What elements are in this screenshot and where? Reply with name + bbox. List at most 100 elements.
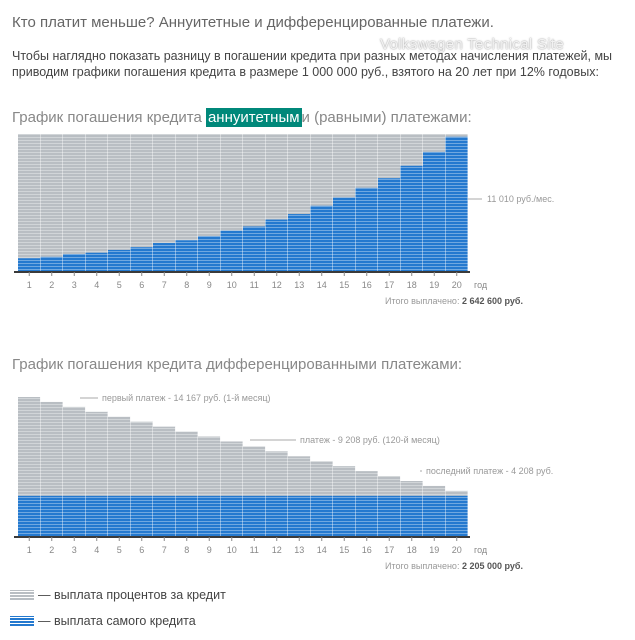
annuity-interest-bar (378, 134, 401, 179)
diff-interest-bar (378, 476, 401, 496)
annuity-tick-label: 11 (250, 280, 259, 290)
annuity-tick-label: 6 (139, 280, 144, 290)
annuity-principal-bar (243, 226, 266, 272)
annuity-annotation: 11 010 руб./мес. (487, 194, 554, 204)
diff-total-label: Итого выплачено: (385, 561, 460, 571)
annuity-interest-bar (400, 134, 423, 166)
diff-principal-bar (378, 495, 401, 537)
annuity-principal-bar (85, 252, 108, 272)
annuity-tick-label: 5 (117, 280, 122, 290)
diff-interest-bar (243, 446, 266, 496)
diff-annotation: платеж - 9 208 руб. (120-й месяц) (300, 435, 440, 445)
diff-interest-bar (63, 406, 86, 496)
diff-principal-bar (423, 495, 446, 537)
diff-total: Итого выплачено: 2 205 000 руб. (385, 561, 523, 571)
annuity-tick-label: 8 (184, 280, 189, 290)
legend-interest: — выплата процентов за кредит (10, 588, 226, 602)
diff-principal-bar (333, 495, 356, 537)
annuity-interest-bar (445, 134, 468, 137)
annuity-principal-bar (130, 247, 153, 272)
diff-principal-bar (288, 495, 311, 537)
diff-tick-label: 12 (272, 545, 282, 555)
diff-interest-bar (153, 426, 176, 496)
annuity-interest-bar (130, 134, 153, 248)
principal-swatch (10, 616, 34, 626)
annuity-x-unit: год (474, 280, 488, 290)
diff-tick-label: 17 (384, 545, 394, 555)
diff-interest-bar (423, 485, 446, 496)
annuity-interest-bar (175, 134, 198, 241)
diff-tick-label: 10 (227, 545, 237, 555)
annuity-interest-bar (243, 134, 266, 227)
annuity-tick-label: 10 (227, 280, 237, 290)
annuity-title-suffix: и (равными) платежами: (301, 109, 472, 126)
diff-interest-bar (220, 441, 243, 496)
annuity-interest-bar (310, 134, 333, 206)
diff-total-value: 2 205 000 руб. (461, 561, 523, 571)
annuity-interest-bar (333, 134, 356, 198)
annuity-tick-label: 13 (294, 280, 304, 290)
annuity-tick-label: 7 (162, 280, 167, 290)
annuity-interest-bar (220, 134, 243, 231)
watermark: Volkswagen Technical Site (380, 36, 564, 53)
diff-principal-bar (445, 495, 468, 537)
page-title: Кто платит меньше? Аннуитетные и диффере… (12, 14, 494, 31)
annuity-tick-label: 14 (317, 280, 327, 290)
annuity-principal-bar (445, 136, 468, 272)
annuity-tick-label: 18 (407, 280, 417, 290)
intro-text: Чтобы наглядно показать разницу в погаше… (12, 49, 613, 79)
annuity-interest-bar (85, 134, 108, 253)
legend-principal-label: — выплата самого кредита (38, 614, 196, 628)
annuity-tick-label: 4 (94, 280, 99, 290)
annuity-principal-bar (400, 165, 423, 272)
diff-tick-label: 2 (49, 545, 54, 555)
annuity-principal-bar (63, 254, 86, 272)
annuity-tick-label: 20 (452, 280, 462, 290)
annuity-tick-label: 3 (72, 280, 77, 290)
diff-principal-bar (265, 495, 288, 537)
diff-interest-bar (400, 480, 423, 496)
diff-tick-label: 5 (117, 545, 122, 555)
diff-principal-bar (243, 495, 266, 537)
annuity-title-prefix: График погашения кредита (12, 109, 206, 126)
diff-interest-bar (265, 451, 288, 496)
annuity-principal-bar (18, 258, 41, 272)
annuity-total-value: 2 642 600 руб. (461, 296, 523, 306)
annuity-principal-bar (40, 256, 63, 272)
annuity-tick-label: 1 (27, 280, 32, 290)
diff-interest-bar (288, 456, 311, 496)
diff-annotation: последний платеж - 4 208 руб. (426, 466, 553, 476)
diff-principal-bar (220, 495, 243, 537)
diff-interest-bar (18, 397, 41, 496)
diff-principal-bar (130, 495, 153, 537)
annuity-principal-bar (423, 151, 446, 272)
annuity-principal-bar (333, 197, 356, 272)
diff-principal-bar (153, 495, 176, 537)
annuity-chart-title: График погашения кредита аннуитетным и (р… (12, 108, 472, 127)
diff-tick-label: 15 (339, 545, 349, 555)
annuity-tick-label: 15 (339, 280, 349, 290)
diff-principal-bar (400, 495, 423, 537)
diff-tick-label: 6 (139, 545, 144, 555)
diff-principal-bar (108, 495, 131, 537)
diff-tick-label: 8 (184, 545, 189, 555)
legend-interest-label: — выплата процентов за кредит (38, 588, 226, 602)
annuity-total-label: Итого выплачено: (385, 296, 460, 306)
annuity-interest-bar (63, 134, 86, 255)
annuity-principal-bar (220, 230, 243, 272)
diff-tick-label: 9 (207, 545, 212, 555)
annuity-principal-bar (108, 249, 131, 272)
annuity-tick-label: 9 (207, 280, 212, 290)
diff-interest-bar (175, 431, 198, 496)
diff-principal-bar (40, 495, 63, 537)
diff-tick-label: 19 (429, 545, 439, 555)
diff-tick-label: 4 (94, 545, 99, 555)
diff-interest-bar (355, 471, 378, 496)
diff-interest-bar (40, 401, 63, 496)
diff-tick-label: 7 (162, 545, 167, 555)
annuity-tick-label: 19 (429, 280, 439, 290)
annuity-interest-bar (40, 134, 63, 257)
annuity-principal-bar (265, 219, 288, 272)
